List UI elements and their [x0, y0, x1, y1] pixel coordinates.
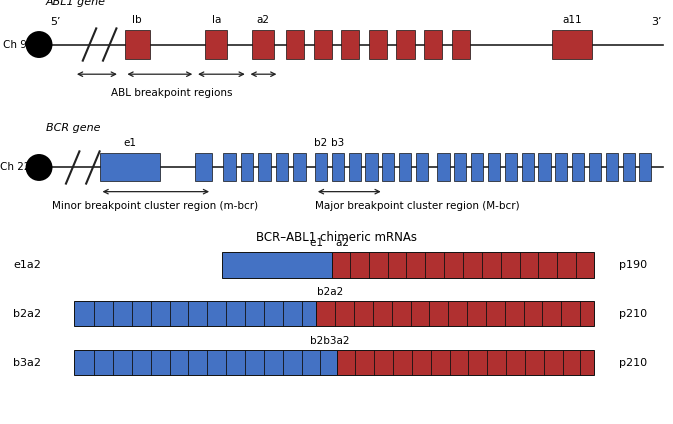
- Bar: [315, 153, 327, 181]
- Bar: [623, 153, 635, 181]
- Bar: [606, 153, 618, 181]
- Bar: [252, 30, 274, 59]
- Text: Ch 9: Ch 9: [3, 39, 27, 50]
- Bar: [505, 153, 517, 181]
- Bar: [286, 30, 304, 59]
- Ellipse shape: [26, 31, 52, 58]
- Bar: [437, 153, 450, 181]
- Bar: [341, 30, 359, 59]
- Text: ABL breakpoint regions: ABL breakpoint regions: [111, 88, 232, 98]
- Bar: [416, 153, 428, 181]
- Bar: [538, 153, 551, 181]
- Bar: [396, 30, 415, 59]
- Bar: [222, 252, 332, 278]
- Bar: [552, 30, 592, 59]
- Text: b2a2: b2a2: [316, 287, 343, 297]
- Text: a2: a2: [256, 14, 269, 25]
- Text: p210: p210: [619, 357, 647, 368]
- Text: e1: e1: [123, 137, 137, 148]
- Text: b2b3a2: b2b3a2: [310, 335, 349, 346]
- Text: a11: a11: [562, 14, 582, 25]
- Text: b2a2: b2a2: [13, 309, 42, 319]
- Text: BCR–ABL1 chimeric mRNAs: BCR–ABL1 chimeric mRNAs: [256, 231, 417, 244]
- Text: BCR gene: BCR gene: [46, 123, 100, 133]
- Text: b3a2: b3a2: [13, 357, 42, 368]
- Bar: [74, 301, 316, 326]
- Bar: [382, 153, 394, 181]
- Bar: [471, 153, 483, 181]
- Text: Ch 22: Ch 22: [0, 162, 30, 173]
- Text: Minor breakpoint cluster region (m-bcr): Minor breakpoint cluster region (m-bcr): [52, 201, 258, 212]
- Bar: [100, 153, 160, 181]
- Bar: [365, 153, 378, 181]
- Text: 5’: 5’: [50, 17, 61, 28]
- Bar: [195, 153, 212, 181]
- Text: Major breakpoint cluster region (M-bcr): Major breakpoint cluster region (M-bcr): [315, 201, 520, 212]
- Bar: [332, 153, 344, 181]
- Text: Ib: Ib: [133, 14, 142, 25]
- Text: b2: b2: [314, 137, 328, 148]
- Bar: [125, 30, 150, 59]
- Bar: [399, 153, 411, 181]
- Bar: [276, 153, 288, 181]
- Bar: [555, 153, 567, 181]
- Bar: [589, 153, 601, 181]
- Bar: [369, 30, 387, 59]
- Text: e1    a2: e1 a2: [310, 238, 349, 248]
- Text: 3’: 3’: [651, 17, 662, 28]
- Bar: [223, 153, 236, 181]
- Text: p210: p210: [619, 309, 647, 319]
- Bar: [454, 153, 466, 181]
- Bar: [424, 30, 442, 59]
- Bar: [522, 153, 534, 181]
- Bar: [314, 30, 332, 59]
- Bar: [74, 350, 336, 375]
- Bar: [241, 153, 253, 181]
- Bar: [572, 153, 584, 181]
- Ellipse shape: [26, 154, 52, 181]
- Text: Ia: Ia: [212, 14, 221, 25]
- Text: ABL1 gene: ABL1 gene: [46, 0, 106, 7]
- Bar: [205, 30, 227, 59]
- Text: p190: p190: [619, 260, 647, 270]
- Text: b3: b3: [331, 137, 345, 148]
- Bar: [293, 153, 306, 181]
- Bar: [332, 252, 594, 278]
- Bar: [452, 30, 470, 59]
- Bar: [639, 153, 651, 181]
- Bar: [316, 301, 594, 326]
- Bar: [336, 350, 594, 375]
- Bar: [258, 153, 271, 181]
- Bar: [349, 153, 361, 181]
- Bar: [488, 153, 500, 181]
- Text: e1a2: e1a2: [13, 260, 41, 270]
